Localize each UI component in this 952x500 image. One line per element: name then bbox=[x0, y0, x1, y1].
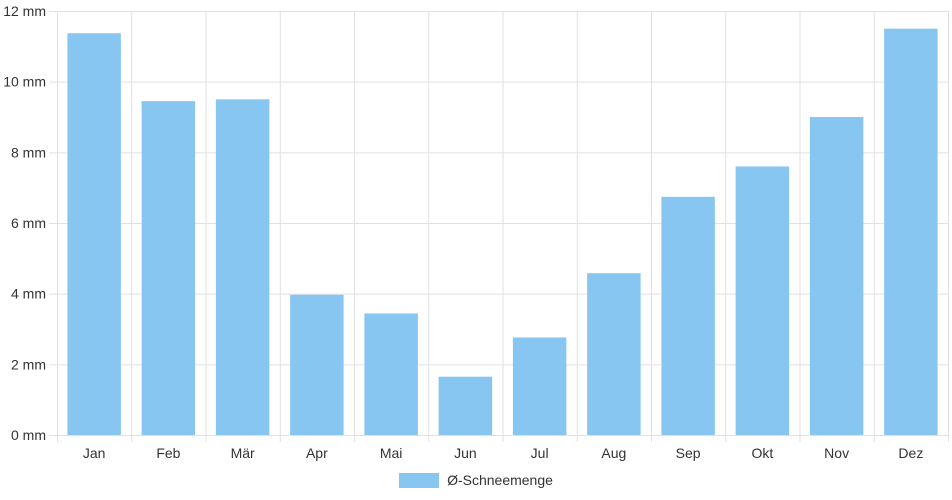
bar-Okt[interactable] bbox=[735, 166, 790, 435]
bar-chart: 0 mm 2 mm 4 mm 6 mm 8 mm 10 mm 12 mm Jan Feb Mär… bbox=[3, 3, 949, 461]
legend-label: Ø-Schneemenge bbox=[447, 472, 553, 488]
bar-Jun[interactable] bbox=[438, 376, 493, 435]
bar-Mai[interactable] bbox=[364, 313, 418, 435]
x-axis-ticks: Jan Feb Mär Apr Mai Jun Jul Aug Sep Okt Nov Dez bbox=[83, 445, 923, 461]
x-tick-label: Apr bbox=[306, 445, 328, 461]
x-tick-label: Nov bbox=[824, 445, 849, 461]
bar-Sep[interactable] bbox=[661, 196, 715, 435]
y-tick-label: 2 mm bbox=[11, 356, 46, 372]
bar-Nov[interactable] bbox=[809, 117, 864, 435]
y-tick-label: 0 mm bbox=[11, 427, 46, 443]
y-tick-label: 12 mm bbox=[3, 3, 46, 19]
x-tick-label: Mär bbox=[231, 445, 255, 461]
bar-Jan[interactable] bbox=[67, 33, 121, 435]
bars bbox=[67, 28, 938, 436]
x-tick-label: Aug bbox=[601, 445, 626, 461]
x-tick-label: Jun bbox=[454, 445, 477, 461]
bar-Aug[interactable] bbox=[587, 273, 641, 435]
bar-Dez[interactable] bbox=[884, 28, 938, 436]
bar-Mär[interactable] bbox=[215, 99, 270, 435]
y-tick-label: 6 mm bbox=[11, 215, 46, 231]
x-tick-label: Jan bbox=[83, 445, 106, 461]
bar-Feb[interactable] bbox=[141, 101, 196, 435]
y-tick-label: 10 mm bbox=[3, 74, 46, 90]
x-tick-label: Okt bbox=[751, 445, 773, 461]
y-tick-label: 4 mm bbox=[11, 286, 46, 302]
grid-lines bbox=[49, 11, 949, 442]
legend[interactable]: Ø-Schneemenge bbox=[0, 472, 952, 488]
x-tick-label: Mai bbox=[380, 445, 403, 461]
legend-swatch bbox=[399, 472, 440, 488]
y-tick-label: 8 mm bbox=[11, 144, 46, 160]
x-tick-label: Dez bbox=[898, 445, 923, 461]
x-tick-label: Feb bbox=[156, 445, 180, 461]
x-tick-label: Jul bbox=[531, 445, 549, 461]
x-tick-label: Sep bbox=[676, 445, 701, 461]
y-axis-ticks: 0 mm 2 mm 4 mm 6 mm 8 mm 10 mm 12 mm bbox=[3, 3, 46, 443]
bar-Jul[interactable] bbox=[512, 337, 567, 435]
bar-Apr[interactable] bbox=[290, 294, 344, 435]
